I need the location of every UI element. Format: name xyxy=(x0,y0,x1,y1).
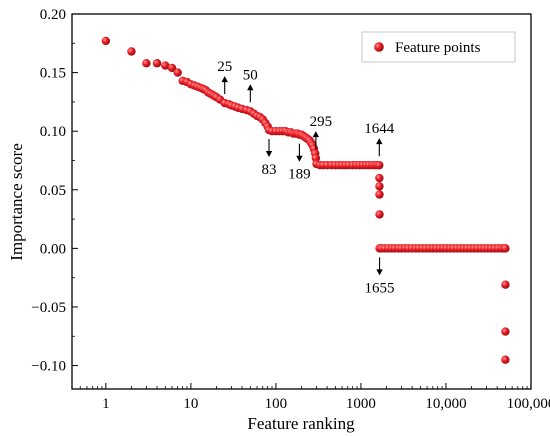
x-axis-title: Feature ranking xyxy=(247,414,355,433)
annotation-arrow-head xyxy=(221,76,228,83)
y-tick-label: 0.00 xyxy=(40,241,66,257)
x-tick-label: 100,000 xyxy=(507,396,550,412)
annotation-arrow-head xyxy=(296,155,303,162)
annotation-label: 189 xyxy=(288,167,311,183)
annotation-label: 83 xyxy=(262,162,277,178)
y-tick-label: −0.05 xyxy=(31,300,66,316)
annotation-arrow-head xyxy=(265,151,273,158)
annotation-arrow-head xyxy=(312,131,320,138)
data-point xyxy=(152,59,162,68)
y-tick-label: 0.05 xyxy=(40,183,66,199)
data-point xyxy=(501,280,510,289)
data-point xyxy=(375,160,384,170)
annotation-label: 25 xyxy=(217,59,232,75)
data-point xyxy=(127,47,136,56)
annotations: 25 50 83 189 295 1644 1655 xyxy=(217,59,395,296)
y-tick-label: 0.15 xyxy=(40,66,66,82)
data-point xyxy=(101,36,111,46)
data-point xyxy=(375,210,384,219)
data-point xyxy=(142,59,151,68)
y-tick-label: −0.10 xyxy=(31,359,66,375)
legend-label: Feature points xyxy=(395,40,481,56)
legend-marker xyxy=(374,42,384,52)
y-axis-title: Importance score xyxy=(7,143,26,261)
y-tick-label: 0.10 xyxy=(40,124,66,140)
axis-ticks: 1 10 100 1000 10,000 100,000 −0.10 −0.05 0.00 0.0… xyxy=(31,7,550,412)
annotation-arrow-head xyxy=(376,138,383,145)
annotation-label: 50 xyxy=(243,67,258,83)
annotation-label: 295 xyxy=(310,114,333,130)
y-tick-label: 0.20 xyxy=(40,7,66,23)
annotation-arrow-head xyxy=(247,84,254,91)
x-tick-label: 1000 xyxy=(346,396,376,412)
data-point xyxy=(173,68,182,77)
annotation-label: 1644 xyxy=(364,121,395,137)
annotation-arrow-head xyxy=(376,269,383,276)
data-point xyxy=(501,327,510,336)
data-point xyxy=(375,173,384,183)
x-tick-label: 10,000 xyxy=(425,396,466,412)
data-points xyxy=(101,36,510,364)
plot-frame xyxy=(71,13,532,390)
annotation-label: 1655 xyxy=(365,280,395,296)
data-point xyxy=(161,61,170,70)
legend-box xyxy=(361,31,516,63)
x-tick-label: 10 xyxy=(183,396,198,412)
data-point xyxy=(375,182,384,191)
legend: Feature points xyxy=(361,31,516,63)
x-tick-label: 100 xyxy=(265,396,288,412)
data-point xyxy=(167,63,177,73)
data-point xyxy=(375,190,384,199)
data-point xyxy=(501,355,510,364)
x-tick-label: 1 xyxy=(102,396,110,412)
data-point xyxy=(501,244,510,253)
